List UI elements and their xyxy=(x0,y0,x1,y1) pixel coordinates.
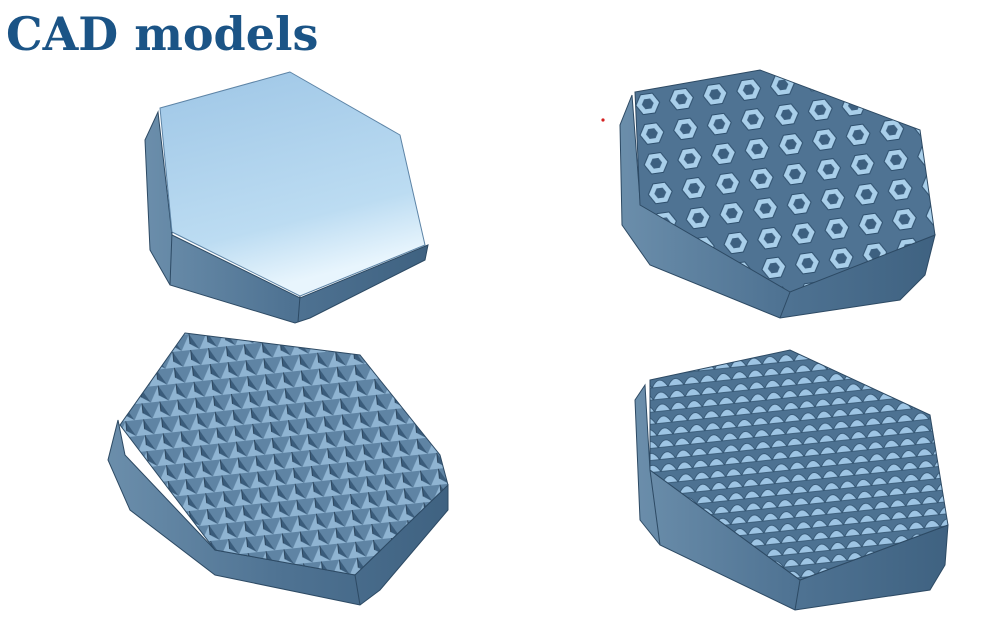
cad-model-pyramids xyxy=(107,332,449,606)
cad-model-plain xyxy=(144,71,429,324)
cad-model-hex-cells xyxy=(619,69,936,319)
cad-model-scales xyxy=(634,349,949,611)
slide-title: CAD models xyxy=(6,7,318,61)
red-dot xyxy=(601,118,605,122)
